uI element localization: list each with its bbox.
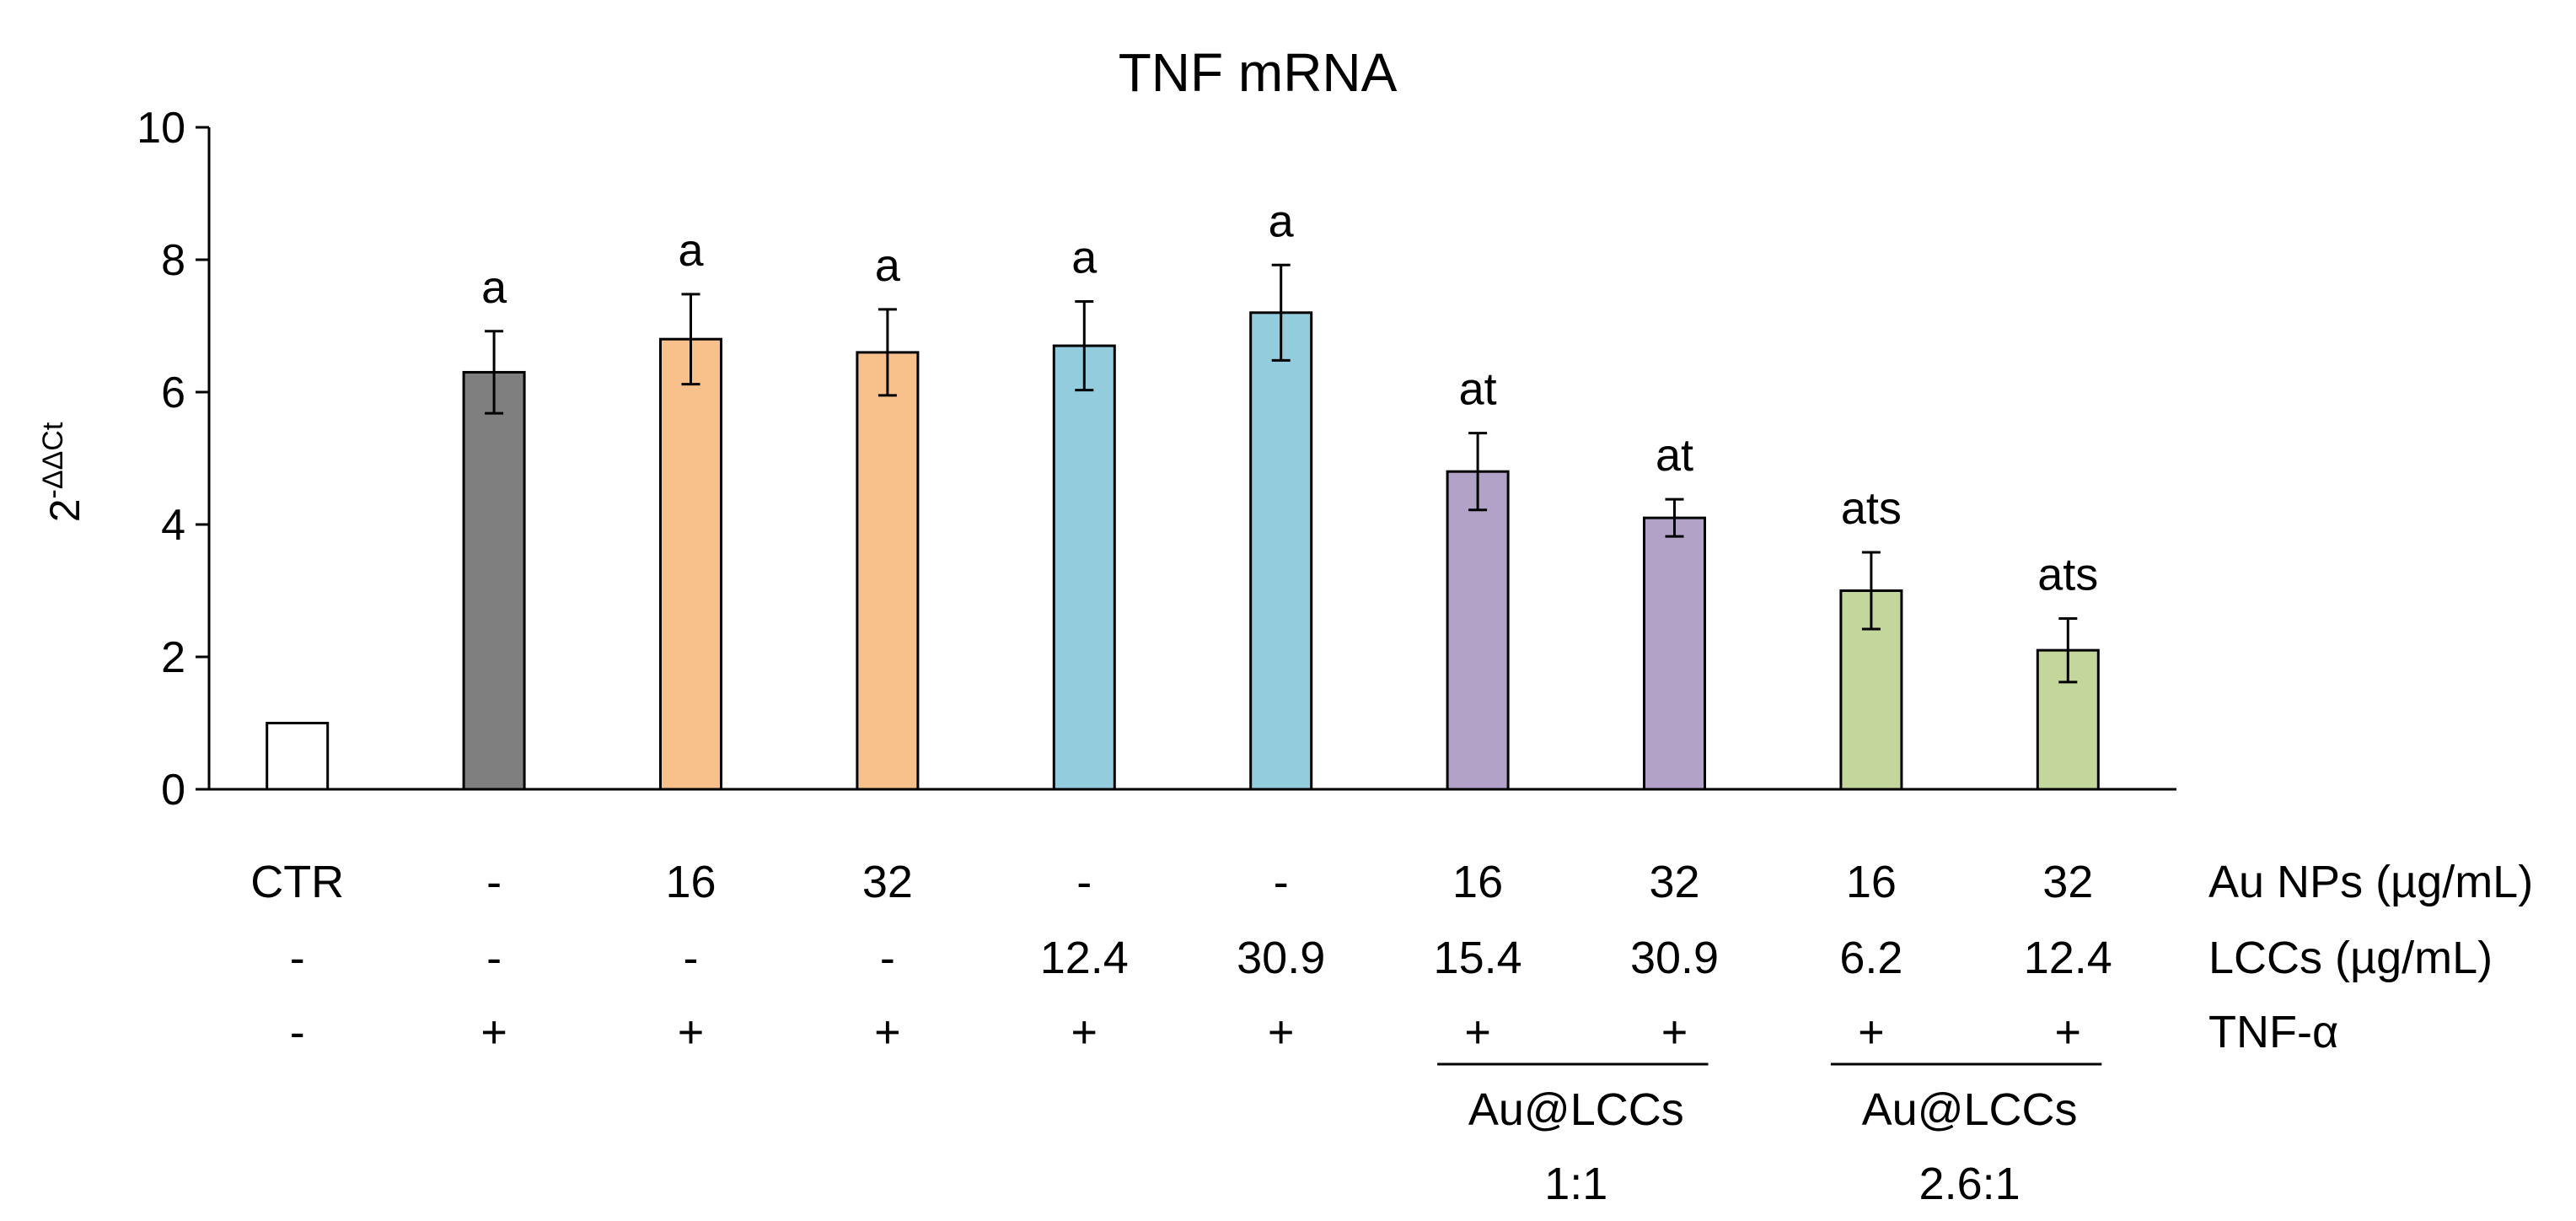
significance-label: a bbox=[1269, 196, 1295, 246]
category-au-nps-cell: CTR bbox=[250, 857, 344, 907]
category-tnf-cell: + bbox=[1661, 1007, 1688, 1057]
category-lccs-cell: 12.4 bbox=[2024, 933, 2112, 983]
category-tnf-cell: + bbox=[2055, 1007, 2082, 1057]
category-tnf-cell: + bbox=[480, 1007, 507, 1057]
category-au-nps-cell: 16 bbox=[665, 857, 716, 907]
axes bbox=[207, 127, 2176, 791]
category-tnf-cell: + bbox=[1464, 1007, 1491, 1057]
category-au-nps-cell: - bbox=[1274, 857, 1289, 907]
category-lccs-cell: 12.4 bbox=[1040, 933, 1129, 983]
category-lccs-cell: - bbox=[684, 933, 699, 983]
group-label: Au@LCCs bbox=[1862, 1084, 2078, 1135]
category-row-label: LCCs (µg/mL) bbox=[2208, 933, 2493, 983]
category-au-nps-cell: 16 bbox=[1846, 857, 1897, 907]
y-axis-label-base: 2 bbox=[41, 498, 89, 522]
category-lccs-cell: 15.4 bbox=[1434, 933, 1522, 983]
bar bbox=[1249, 311, 1313, 791]
category-lccs-cell: - bbox=[290, 933, 305, 983]
chart-title: TNF mRNA bbox=[1119, 42, 1398, 103]
group-ratio-label: 1:1 bbox=[1544, 1159, 1607, 1209]
bar bbox=[1052, 344, 1116, 791]
category-tnf-cell: + bbox=[1858, 1007, 1885, 1057]
category-table: CTR - - - - +16 - +32 - + - 12.4 + - 30.9 +16 15.4 +32 30.… bbox=[250, 857, 2533, 1057]
category-au-nps-cell: 32 bbox=[862, 857, 913, 907]
group-label: Au@LCCs bbox=[1468, 1084, 1684, 1135]
y-tick-label: 6 bbox=[161, 368, 185, 417]
group-ratio-label: 2.6:1 bbox=[1919, 1159, 2021, 1209]
category-row-label: TNF-α bbox=[2208, 1007, 2338, 1057]
group-brackets: Au@LCCs 1:1 Au@LCCs 2.6:1 bbox=[1437, 1062, 2102, 1209]
significance-label: a bbox=[875, 240, 901, 291]
category-au-nps-cell: - bbox=[486, 857, 502, 907]
category-lccs-cell: 30.9 bbox=[1630, 933, 1719, 983]
bar bbox=[1446, 470, 1510, 791]
y-tick-label: 0 bbox=[161, 766, 185, 815]
category-tnf-cell: + bbox=[1071, 1007, 1098, 1057]
category-tnf-cell: + bbox=[874, 1007, 901, 1057]
category-tnf-cell: - bbox=[290, 1007, 305, 1057]
category-lccs-cell: - bbox=[486, 933, 502, 983]
significance-label: a bbox=[481, 262, 507, 313]
y-axis-ticks: 0 2 4 6 8 10 bbox=[137, 104, 209, 815]
bar bbox=[1643, 516, 1706, 791]
bar bbox=[462, 370, 526, 791]
category-au-nps-cell: 16 bbox=[1452, 857, 1503, 907]
bar bbox=[856, 351, 920, 791]
significance-label: at bbox=[1656, 430, 1693, 481]
y-tick-label: 8 bbox=[161, 236, 185, 285]
category-lccs-cell: 6.2 bbox=[1839, 933, 1902, 983]
bars: a a a a a at at ats ats bbox=[266, 196, 2100, 791]
category-tnf-cell: + bbox=[1268, 1007, 1295, 1057]
category-au-nps-cell: - bbox=[1076, 857, 1092, 907]
significance-label: ats bbox=[1841, 483, 1902, 534]
category-au-nps-cell: 32 bbox=[1649, 857, 1699, 907]
y-axis-label: 2-ΔΔCt bbox=[37, 422, 89, 522]
significance-label: a bbox=[1071, 232, 1097, 282]
y-axis-label-superscript: -ΔΔCt bbox=[37, 422, 69, 498]
bar bbox=[659, 337, 722, 791]
category-tnf-cell: + bbox=[678, 1007, 705, 1057]
significance-label: ats bbox=[2037, 549, 2098, 600]
category-row-label: Au NPs (µg/mL) bbox=[2208, 857, 2533, 907]
y-tick-label: 2 bbox=[161, 633, 185, 682]
category-au-nps-cell: 32 bbox=[2042, 857, 2093, 907]
category-lccs-cell: - bbox=[880, 933, 895, 983]
bar bbox=[266, 722, 330, 791]
significance-label: a bbox=[678, 225, 704, 276]
y-tick-label: 10 bbox=[137, 104, 185, 153]
category-lccs-cell: 30.9 bbox=[1237, 933, 1325, 983]
significance-label: at bbox=[1459, 364, 1497, 415]
y-tick-label: 4 bbox=[161, 501, 185, 550]
